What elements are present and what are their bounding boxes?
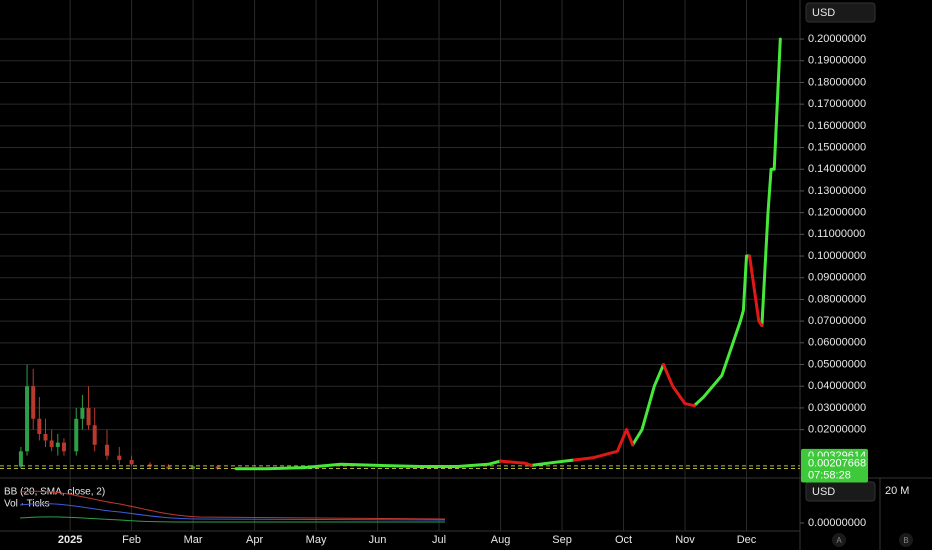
candle-body [129, 459, 134, 465]
x-tick-label: Aug [491, 534, 511, 546]
y-tick-label: 0.02000000 [808, 424, 866, 436]
indicator-bands [19, 490, 446, 523]
candle-body [31, 386, 36, 419]
y-tick-label: 0.08000000 [808, 293, 866, 305]
candle-body [61, 442, 66, 452]
scale-button[interactable] [899, 533, 913, 547]
candle-body [49, 440, 54, 447]
y-tick-label: 0.19000000 [808, 55, 866, 67]
scale-button-label[interactable]: A [836, 536, 842, 545]
candle-body [80, 407, 85, 419]
candle-body [18, 451, 23, 467]
bb-basis [19, 503, 446, 521]
candle-body [25, 386, 30, 452]
candle-body [166, 466, 171, 469]
candle-body [117, 455, 122, 460]
countdown: 07:58:28 [808, 469, 851, 481]
candle-body [92, 425, 97, 445]
x-tick-label: Jul [432, 534, 446, 546]
y-tick-label: 0.14000000 [808, 163, 866, 175]
y-tick-label: 0.06000000 [808, 337, 866, 349]
x-tick-label: 2025 [58, 534, 82, 546]
candle-body [43, 433, 48, 441]
y-tick-label: 0.00000000 [808, 517, 866, 529]
bb-upper [19, 490, 446, 520]
y-tick-label: 0.16000000 [808, 120, 866, 132]
x-tick-label: Mar [184, 534, 203, 546]
y-tick-label: 0.11000000 [808, 228, 865, 240]
currency[interactable]: USD [812, 486, 835, 498]
price-marker-label: 0.00207668 [808, 457, 866, 469]
currency-button[interactable] [805, 2, 876, 23]
volume-scale: 20 M [885, 485, 909, 497]
candle-body [37, 418, 42, 434]
y-tick-label: 0.10000000 [808, 250, 866, 262]
y-tick-label: 0.07000000 [808, 315, 866, 327]
y-tick-label: 0.04000000 [808, 380, 866, 392]
bb-lower [19, 516, 445, 523]
y-tick-label: 0.05000000 [808, 358, 866, 370]
price-line-series [499, 254, 764, 467]
x-tick-label: Apr [246, 534, 263, 546]
y-tick-label: 0.13000000 [808, 185, 866, 197]
x-tick-label: May [306, 534, 327, 546]
y-tick-label: 0.12000000 [808, 207, 866, 219]
x-tick-label: Oct [615, 534, 632, 546]
candle-body [215, 466, 220, 469]
scale-button-label[interactable]: B [903, 536, 908, 545]
candle-body [104, 444, 109, 456]
x-tick-label: Jun [369, 534, 387, 546]
candle-body [86, 407, 91, 426]
candle-body [74, 418, 79, 452]
candle-body [55, 442, 60, 447]
price-marker-box [801, 456, 868, 483]
x-tick-label: Dec [737, 534, 757, 546]
candle-body [191, 466, 196, 469]
y-tick-label: 0.03000000 [808, 402, 866, 414]
grid [0, 0, 800, 531]
price-line-series [234, 37, 782, 471]
x-tick-label: Nov [675, 534, 695, 546]
y-tick-label: 0.09000000 [808, 272, 866, 284]
scale-button[interactable] [832, 533, 846, 547]
x-tick-label: Sep [552, 534, 572, 546]
currency[interactable]: USD [812, 7, 835, 19]
y-tick-label: 0.17000000 [808, 98, 866, 110]
y-tick-label: 0.20000000 [808, 33, 866, 45]
x-tick-label: Feb [122, 534, 141, 546]
y-tick-label: 0.18000000 [808, 76, 866, 88]
y-tick-label: 0.15000000 [808, 141, 866, 153]
